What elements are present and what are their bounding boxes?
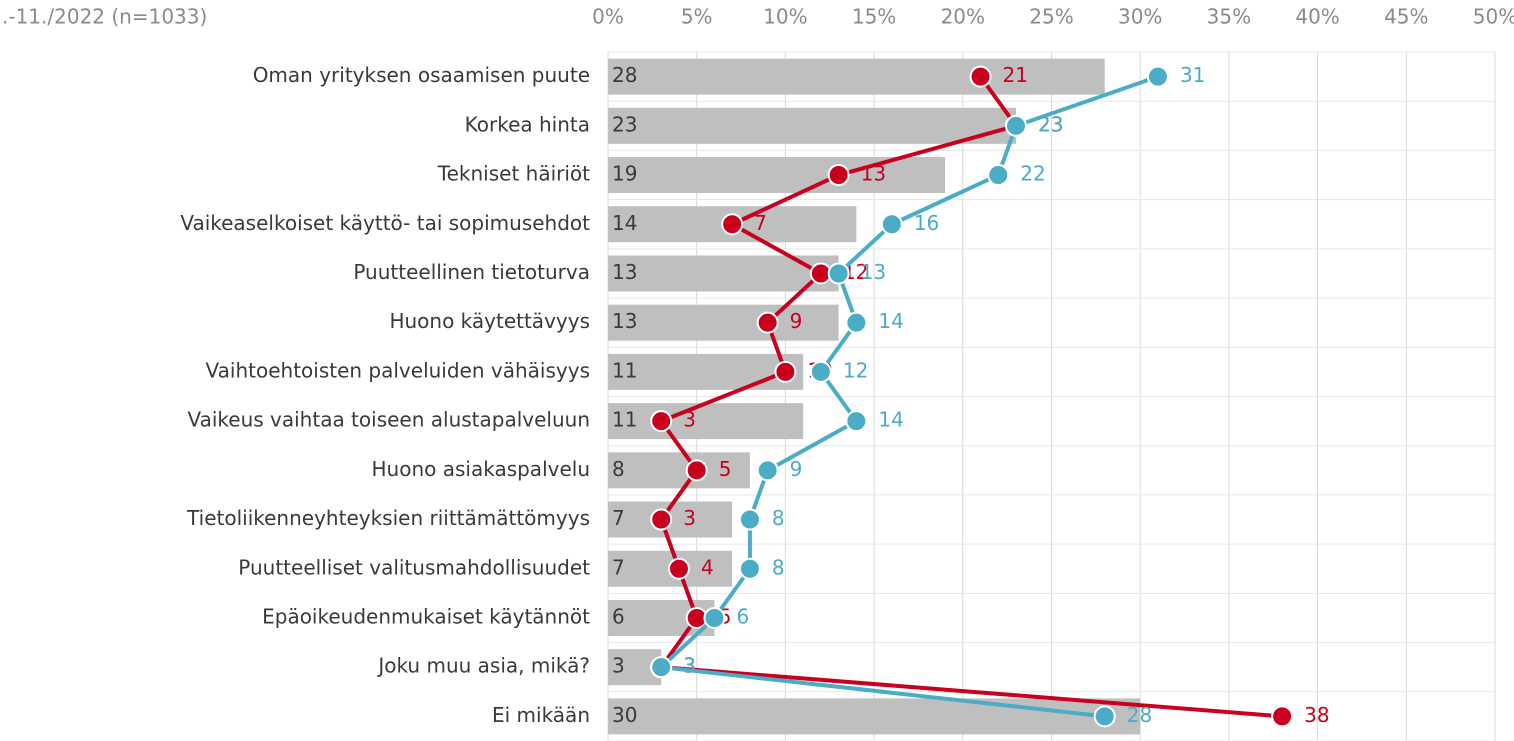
point <box>703 606 726 629</box>
point <box>650 410 673 433</box>
category-label: Vaikeaselkoiset käyttö- tai sopimusehdot <box>180 211 590 235</box>
point <box>880 213 903 236</box>
point <box>827 262 850 285</box>
bar-value-label: 6 <box>612 604 625 628</box>
x-tick-label: 30% <box>1118 5 1162 29</box>
point-value-label: 5 <box>719 457 732 481</box>
category-label: Huono asiakaspalvelu <box>372 457 591 481</box>
category-label: Epäoikeudenmukaiset käytännöt <box>262 604 590 628</box>
bar <box>608 157 946 194</box>
bar-value-label: 13 <box>612 260 637 284</box>
point <box>685 459 708 482</box>
point-value-label: 13 <box>861 260 886 284</box>
point <box>756 459 779 482</box>
point-value-label: 9 <box>790 457 803 481</box>
bar-value-label: 3 <box>612 654 625 678</box>
point <box>756 311 779 334</box>
x-tick-label: 45% <box>1384 5 1428 29</box>
x-tick-label: 15% <box>852 5 896 29</box>
point <box>738 557 761 580</box>
category-label: Oman yrityksen osaamisen puute <box>253 63 590 87</box>
bar-value-label: 28 <box>612 63 637 87</box>
x-tick-label: 25% <box>1029 5 1073 29</box>
bar-value-label: 19 <box>612 162 637 186</box>
point-value-label: 14 <box>878 309 903 333</box>
bar <box>608 304 839 341</box>
category-label: Puutteelliset valitusmahdollisuudet <box>238 555 590 579</box>
x-tick-label: 40% <box>1295 5 1339 29</box>
point <box>1271 705 1294 728</box>
bar-value-label: 11 <box>612 408 637 432</box>
category-label: Ei mikään <box>492 703 590 727</box>
bar-value-label: 8 <box>612 457 625 481</box>
category-label: Puutteellinen tietoturva <box>353 260 590 284</box>
point-value-label: 3 <box>683 654 696 678</box>
category-label: Tekniset häiriöt <box>437 162 590 186</box>
category-label: Korkea hinta <box>465 112 590 136</box>
point-value-label: 16 <box>914 211 939 235</box>
point-value-label: 13 <box>861 162 886 186</box>
point-value-label: 4 <box>701 555 714 579</box>
point <box>845 311 868 334</box>
point <box>721 213 744 236</box>
x-tick-label: 20% <box>941 5 985 29</box>
point-value-label: 7 <box>754 211 767 235</box>
point-value-label: 38 <box>1304 703 1329 727</box>
category-label: Tietoliikenneyhteyksien riittämättömyys <box>186 506 590 530</box>
point-value-label: 31 <box>1180 63 1205 87</box>
bar <box>608 58 1105 95</box>
bar <box>608 452 750 489</box>
bar-value-label: 13 <box>612 309 637 333</box>
bar-value-label: 11 <box>612 358 637 382</box>
point-value-label: 6 <box>736 604 749 628</box>
point <box>774 360 797 383</box>
category-label: Vaikeus vaihtaa toiseen alustapalveluun <box>187 408 590 432</box>
x-tick-label: 5% <box>681 5 713 29</box>
point-value-label: 14 <box>878 408 903 432</box>
category-label: Joku muu asia, mikä? <box>376 654 590 678</box>
bar-value-label: 7 <box>612 506 625 530</box>
bar <box>608 698 1141 735</box>
point-value-label: 3 <box>683 408 696 432</box>
bar-value-label: 14 <box>612 211 637 235</box>
point <box>738 508 761 531</box>
bar-value-label: 7 <box>612 555 625 579</box>
point-value-label: 8 <box>772 506 785 530</box>
point-value-label: 12 <box>843 358 868 382</box>
point <box>650 508 673 531</box>
bar <box>608 403 804 440</box>
point-value-label: 8 <box>772 555 785 579</box>
point-value-label: 3 <box>683 506 696 530</box>
point <box>969 65 992 88</box>
point <box>650 656 673 679</box>
bar <box>608 255 839 292</box>
point <box>827 164 850 187</box>
point-value-label: 22 <box>1020 162 1045 186</box>
point-value-label: 9 <box>790 309 803 333</box>
bar-value-label: 23 <box>612 112 637 136</box>
category-label: Vaihtoehtoisten palveluiden vähäisyys <box>206 358 590 382</box>
point <box>845 410 868 433</box>
x-tick-label: 0% <box>592 5 624 29</box>
point-value-label: 28 <box>1127 703 1152 727</box>
x-tick-label: 35% <box>1207 5 1251 29</box>
category-label: Huono käytettävyys <box>389 309 590 333</box>
x-tick-label: 50% <box>1473 5 1514 29</box>
point-value-label: 21 <box>1003 63 1028 87</box>
point <box>809 360 832 383</box>
bar-value-label: 30 <box>612 703 637 727</box>
point-value-label: 23 <box>1038 112 1063 136</box>
point <box>1005 114 1028 137</box>
bar <box>608 353 804 390</box>
chart-title: .-11./2022 (n=1033) <box>2 5 207 29</box>
point <box>1146 65 1169 88</box>
bar <box>608 107 1017 144</box>
x-tick-label: 10% <box>763 5 807 29</box>
point <box>1093 705 1116 728</box>
point <box>987 164 1010 187</box>
point <box>667 557 690 580</box>
